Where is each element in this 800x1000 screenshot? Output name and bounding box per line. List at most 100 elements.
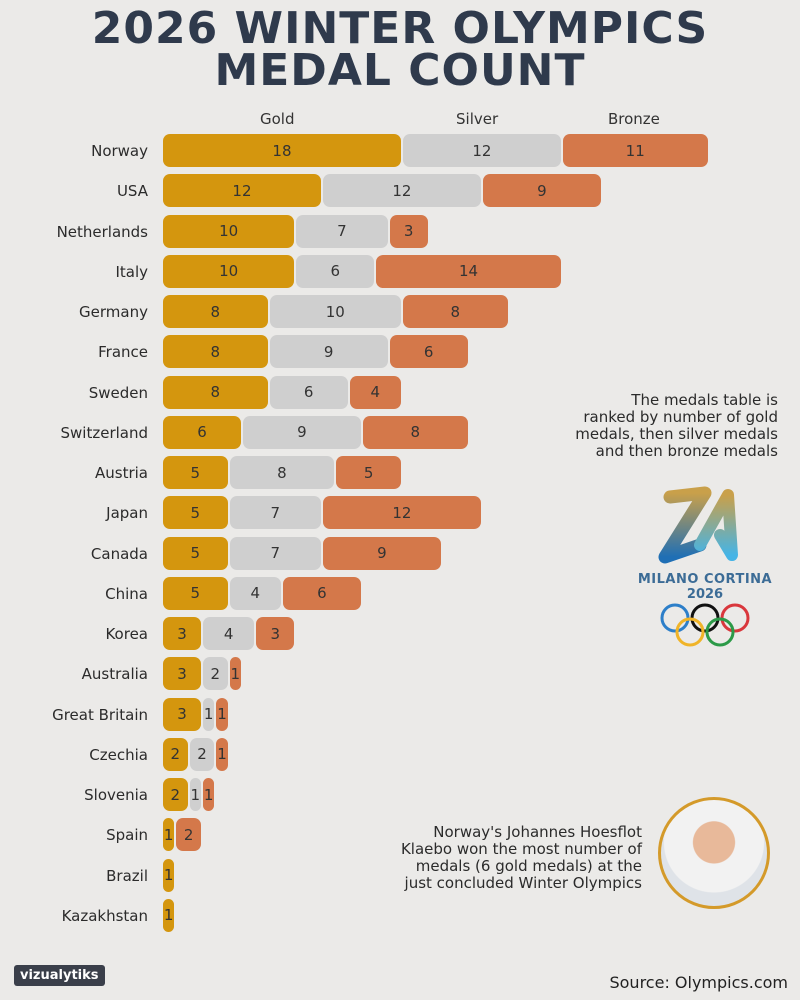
bar-bronze: 2 [176, 818, 201, 852]
data-label: 7 [270, 503, 281, 522]
chart-title: 2026 WINTER OLYMPICS MEDAL COUNT [0, 7, 800, 93]
country-label: Switzerland [60, 423, 149, 442]
bar-bronze: 3 [256, 617, 295, 651]
country-label: France [98, 343, 148, 362]
logo-text: MILANO CORTINA [637, 572, 773, 587]
bar-bronze: 6 [282, 576, 361, 610]
data-label: 6 [330, 262, 341, 281]
country-label: Australia [81, 665, 148, 684]
data-label: 9 [537, 181, 547, 200]
bar-silver: 2 [189, 737, 215, 771]
country-label: Austria [95, 464, 148, 483]
bar-bronze: 11 [562, 134, 708, 167]
country-label: Japan [106, 504, 148, 523]
note-line: Norway's Johannes Hoesflot [433, 823, 642, 841]
bar-silver: 7 [296, 214, 388, 248]
data-label: 1 [163, 906, 174, 925]
note-line: medals (6 gold medals) at the [415, 857, 642, 875]
data-label: 8 [210, 302, 221, 321]
data-label: 5 [190, 544, 201, 563]
bar-silver: 4 [229, 576, 281, 610]
bar-silver: 9 [269, 335, 388, 369]
bar-gold: 1 [163, 858, 175, 892]
legend-bronze: Bronze [608, 110, 660, 128]
data-label: 6 [197, 423, 207, 442]
ranking-note: The medals table is ranked by number of … [575, 392, 778, 460]
note-line: medals, then silver medals [575, 425, 778, 443]
bar-silver: 6 [296, 254, 375, 288]
data-label: 1 [217, 745, 227, 764]
data-label: 12 [392, 503, 412, 522]
bar-silver: 12 [322, 174, 481, 208]
brand-logo: vizualytiks [14, 965, 105, 986]
bar-bronze: 4 [349, 375, 401, 409]
data-label: 3 [270, 624, 281, 643]
bar-silver: 9 [242, 415, 361, 449]
country-label: Spain [106, 826, 148, 845]
data-label: 8 [410, 423, 421, 442]
bar-gold: 1 [163, 898, 175, 932]
data-label: 18 [272, 141, 292, 160]
country-label: Sweden [88, 383, 148, 402]
note-line: The medals table is [631, 391, 778, 409]
bar-gold: 2 [163, 737, 188, 771]
bar-gold: 18 [163, 134, 401, 167]
bar-gold: 3 [163, 657, 201, 691]
bar-bronze: 5 [336, 456, 401, 490]
country-label: Great Britain [52, 705, 148, 724]
data-label: 10 [219, 262, 239, 281]
country-label: USA [116, 182, 148, 201]
source-text: Source: Olympics.com [609, 973, 788, 992]
athlete-note: Norway's Johannes Hoesflot Klaebo won th… [401, 824, 642, 892]
bar-bronze: 3 [389, 214, 428, 248]
data-label: 10 [325, 302, 345, 321]
country-label: Italy [115, 262, 148, 281]
data-label: 3 [177, 624, 187, 643]
bar-bronze: 1 [202, 778, 215, 812]
data-label: 5 [190, 463, 201, 482]
data-label: 7 [337, 222, 347, 241]
data-label: 4 [250, 584, 261, 603]
data-label: 8 [210, 383, 221, 402]
bar-gold: 1 [163, 818, 175, 852]
bar-bronze: 9 [322, 536, 441, 570]
note-line: Klaebo won the most number of [400, 840, 642, 858]
note-line: ranked by number of gold [583, 408, 778, 426]
data-label: 1 [203, 785, 214, 804]
data-label: 14 [459, 262, 479, 281]
bar-silver: 1 [189, 778, 201, 812]
olympic-rings-icon [660, 603, 750, 647]
data-label: 9 [323, 342, 334, 361]
data-label: 2 [170, 785, 181, 804]
bar-silver: 10 [269, 295, 401, 329]
data-label: 9 [377, 544, 387, 563]
bar-gold: 8 [163, 375, 268, 409]
country-label: Norway [91, 142, 148, 160]
data-label: 6 [423, 342, 434, 361]
data-label: 1 [163, 825, 174, 844]
data-label: 1 [203, 705, 214, 724]
bar-silver: 1 [202, 697, 215, 731]
data-label: 2 [183, 825, 194, 844]
data-label: 2 [210, 664, 221, 683]
data-label: 6 [317, 584, 327, 603]
bar-gold: 10 [163, 254, 295, 288]
data-label: 8 [450, 302, 461, 321]
country-label: Germany [79, 303, 148, 322]
data-label: 5 [190, 503, 201, 522]
bar-bronze: 8 [402, 295, 508, 329]
data-label: 8 [277, 463, 287, 482]
athlete-photo [658, 797, 770, 909]
bar-gold: 8 [163, 335, 268, 369]
data-label: 10 [219, 222, 239, 241]
country-label: Czechia [89, 745, 148, 764]
bar-bronze: 1 [229, 657, 241, 691]
data-label: 7 [270, 544, 281, 563]
data-label: 2 [197, 745, 207, 764]
bar-bronze: 6 [389, 335, 468, 369]
country-label: China [105, 584, 148, 603]
data-label: 1 [190, 785, 201, 804]
bar-gold: 5 [163, 536, 228, 570]
country-label: Slovenia [84, 786, 148, 805]
bar-gold: 6 [163, 415, 241, 449]
